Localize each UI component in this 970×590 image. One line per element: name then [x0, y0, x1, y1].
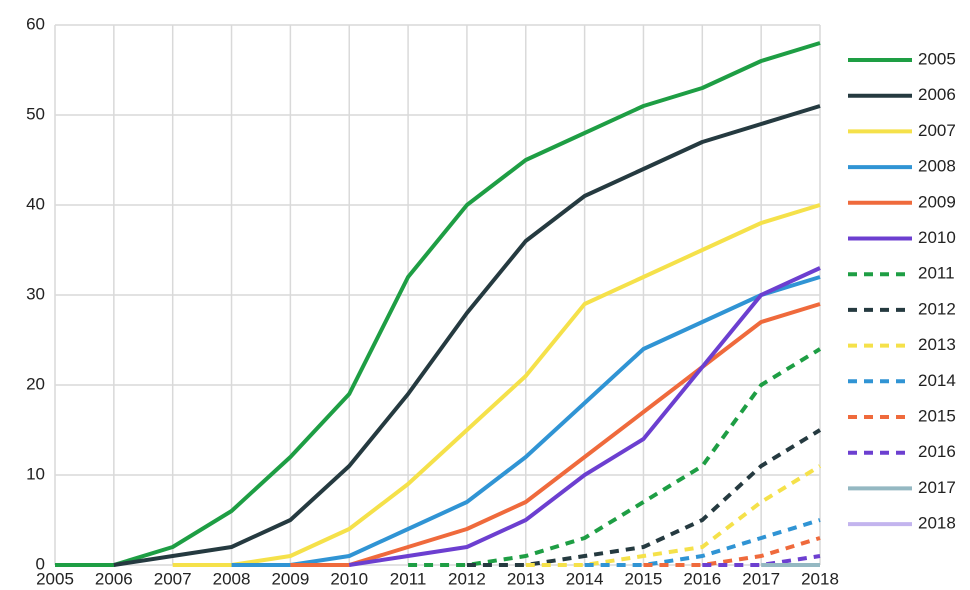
legend-label: 2011	[918, 264, 955, 283]
legend-label: 2016	[918, 442, 956, 461]
x-tick-label: 2009	[271, 569, 309, 588]
legend-label: 2008	[918, 157, 956, 176]
legend-label: 2014	[918, 371, 956, 390]
series-line	[231, 275, 821, 567]
legend-label: 2010	[918, 228, 956, 247]
series-line	[172, 203, 821, 567]
x-tick-label: 2011	[390, 569, 427, 588]
x-tick-label: 2015	[625, 569, 663, 588]
series-line	[584, 518, 821, 567]
legend-label: 2017	[918, 478, 956, 497]
x-tick-label: 2012	[448, 569, 486, 588]
x-tick-label: 2017	[742, 569, 780, 588]
series-line	[408, 347, 822, 567]
x-tick-label: 2008	[213, 569, 251, 588]
y-tick-label: 50	[26, 104, 45, 123]
y-tick-label: 10	[26, 464, 45, 483]
x-tick-label: 2007	[154, 569, 192, 588]
x-tick-label: 2018	[801, 569, 839, 588]
y-tick-label: 40	[26, 194, 45, 213]
legend-label: 2013	[918, 335, 956, 354]
legend-label: 2006	[918, 85, 956, 104]
series-line	[525, 464, 822, 567]
series-line	[348, 266, 821, 567]
x-tick-label: 2016	[683, 569, 721, 588]
x-tick-label: 2014	[566, 569, 604, 588]
series-line	[113, 104, 821, 567]
y-tick-label: 30	[26, 284, 45, 303]
legend-label: 2012	[918, 299, 956, 318]
x-tick-label: 2006	[95, 569, 133, 588]
y-tick-label: 0	[36, 554, 45, 573]
series-line	[55, 41, 821, 567]
legend-label: 2007	[918, 121, 956, 140]
legend-label: 2015	[918, 406, 956, 425]
series-line	[466, 428, 822, 567]
series-line	[702, 554, 821, 567]
y-tick-label: 60	[26, 14, 45, 33]
series-line	[643, 536, 821, 567]
legend-label: 2018	[918, 514, 956, 533]
x-tick-label: 2013	[507, 569, 545, 588]
series-line	[290, 302, 821, 567]
legend-label: 2005	[918, 49, 956, 68]
x-tick-label: 2005	[36, 569, 74, 588]
y-tick-label: 20	[26, 374, 45, 393]
legend-label: 2009	[918, 192, 956, 211]
x-tick-label: 2010	[330, 569, 368, 588]
